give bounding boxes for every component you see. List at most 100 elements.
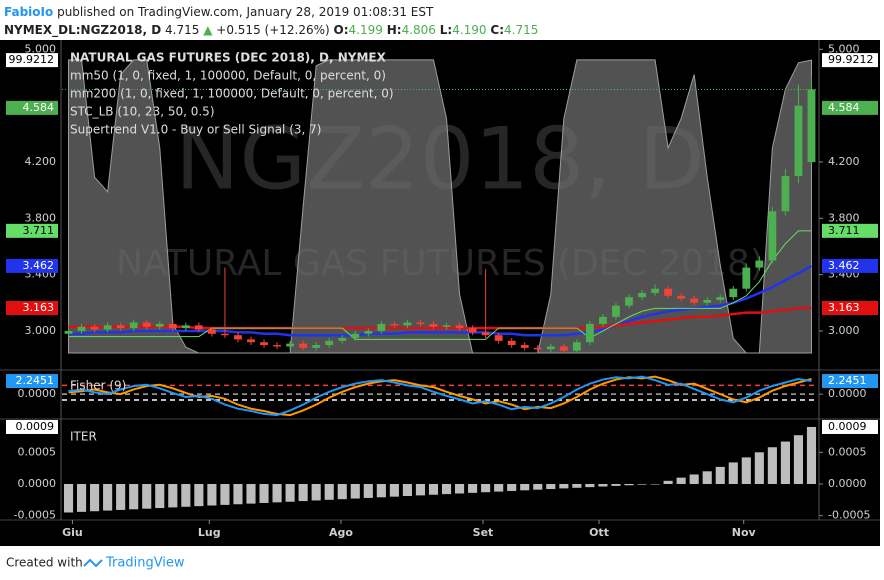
- price-badge: [822, 100, 878, 115]
- iter-bar: [376, 483, 386, 498]
- indicator-line: [68, 264, 813, 337]
- iter-bar: [324, 483, 334, 500]
- fisher-line: [68, 375, 812, 417]
- candle-body: [90, 326, 99, 330]
- iter-bar: [63, 483, 74, 513]
- price-badge: [6, 100, 58, 115]
- candle-body: [703, 299, 712, 303]
- iter-bar: [624, 483, 634, 486]
- iter-bar: [689, 474, 699, 484]
- plot-layer: NGZ2018, DNATURAL GAS FUTURES (DEC 2018)…: [0, 40, 880, 539]
- candle-body: [247, 339, 255, 343]
- iter-bar: [415, 483, 426, 496]
- legend-entry: STC_LB (10, 23, 50, 0.5): [70, 105, 215, 119]
- x-tick-label: Ago: [329, 526, 353, 539]
- price-badge-label: 99.9212: [9, 53, 55, 66]
- price-badge-label: 99.9212: [828, 53, 874, 66]
- price-badge: [6, 258, 58, 273]
- iter-bar: [311, 483, 321, 501]
- candle-body: [207, 329, 216, 334]
- candle-body: [364, 330, 373, 334]
- candle-body: [807, 89, 816, 163]
- iter-bar: [468, 483, 478, 493]
- candle-body: [494, 335, 503, 341]
- candle-body: [559, 346, 568, 351]
- panel-title: ITER: [70, 430, 97, 444]
- iter-bar: [402, 483, 412, 497]
- footer-brand[interactable]: TradingView: [105, 556, 185, 571]
- price-badge-label: 3.462: [828, 259, 860, 272]
- y-tick-label: 4.200: [25, 155, 57, 168]
- price-badge: [822, 374, 878, 389]
- candle-body: [716, 297, 725, 300]
- author[interactable]: FabioIo: [4, 5, 53, 19]
- iter-bar: [806, 426, 817, 484]
- legend-entry: mm200 (1, 0, fixed, 1, 100000, Default, …: [70, 87, 394, 101]
- price-badge: [822, 419, 878, 434]
- logo: [83, 558, 103, 568]
- price-badge-label: 3.163: [828, 301, 860, 314]
- iter-bar: [337, 483, 347, 500]
- candle-body: [194, 325, 203, 330]
- c-label: C:: [490, 23, 504, 37]
- y-tick-label: 3.000: [25, 324, 57, 337]
- x-tick-label: Set: [473, 526, 494, 539]
- iter-bar: [207, 483, 217, 506]
- published: published on TradingView.com, January 28…: [57, 5, 434, 19]
- y-tick-label: 0.0005: [18, 445, 57, 458]
- indicator-line: [68, 306, 812, 330]
- y-tick-label: 0.0000: [18, 387, 57, 400]
- candle-body: [729, 288, 738, 298]
- price-badge-label: 4.584: [23, 101, 55, 114]
- candle-body: [77, 326, 86, 331]
- iter-bar: [350, 483, 360, 499]
- candle-body: [625, 297, 633, 306]
- iter-bar: [507, 483, 517, 491]
- o-label: O:: [334, 23, 349, 37]
- candle-body: [755, 260, 764, 268]
- iter-bar: [259, 483, 269, 503]
- y-tick-label: 0.0000: [18, 477, 57, 490]
- candle-body: [794, 105, 803, 177]
- iter-bar: [715, 466, 725, 484]
- y-tick-label: 3.800: [828, 211, 860, 224]
- y-tick-label: 5.000: [25, 42, 57, 55]
- iter-bar: [533, 483, 543, 490]
- l-label: L:: [440, 23, 452, 37]
- iter-bar: [520, 483, 530, 491]
- candle-body: [273, 345, 281, 347]
- iter-bar: [168, 483, 178, 508]
- iter-bar: [546, 483, 556, 490]
- candle-body: [64, 330, 73, 334]
- y-tick-label: 3.000: [828, 324, 860, 337]
- y-tick-label: 0.0005: [828, 445, 867, 458]
- change: +0.515 (+12.26%): [216, 23, 329, 37]
- candle-body: [533, 347, 542, 350]
- iter-bar: [194, 483, 204, 507]
- o: 4.199: [349, 23, 383, 37]
- candle-body: [142, 322, 151, 327]
- price-badge-label: 0.0009: [828, 420, 867, 433]
- x-tick-label: Nov: [732, 526, 757, 539]
- iter-bar: [481, 483, 491, 493]
- candle-body: [312, 345, 321, 348]
- c: 4.715: [504, 23, 538, 37]
- indicator-line: [68, 230, 812, 340]
- price-badge: [822, 223, 878, 238]
- candle-body: [585, 323, 594, 343]
- y-tick-label: 4.200: [828, 155, 860, 168]
- legend-title: NATURAL GAS FUTURES (DEC 2018), D, NYMEX: [70, 51, 387, 65]
- price-badge-label: 2.2451: [16, 374, 55, 387]
- price-badge: [6, 53, 58, 68]
- price-badge: [822, 53, 878, 68]
- candle-body: [768, 211, 777, 261]
- candle-body: [416, 322, 425, 324]
- price-badge-label: 3.711: [828, 224, 860, 237]
- y-tick-label: 0.0000: [828, 387, 867, 400]
- candle-body: [546, 346, 555, 350]
- iter-bar: [220, 483, 230, 505]
- price-badge-label: 3.711: [23, 224, 55, 237]
- footer-created: Created with: [6, 556, 83, 570]
- iter-bar: [90, 483, 100, 512]
